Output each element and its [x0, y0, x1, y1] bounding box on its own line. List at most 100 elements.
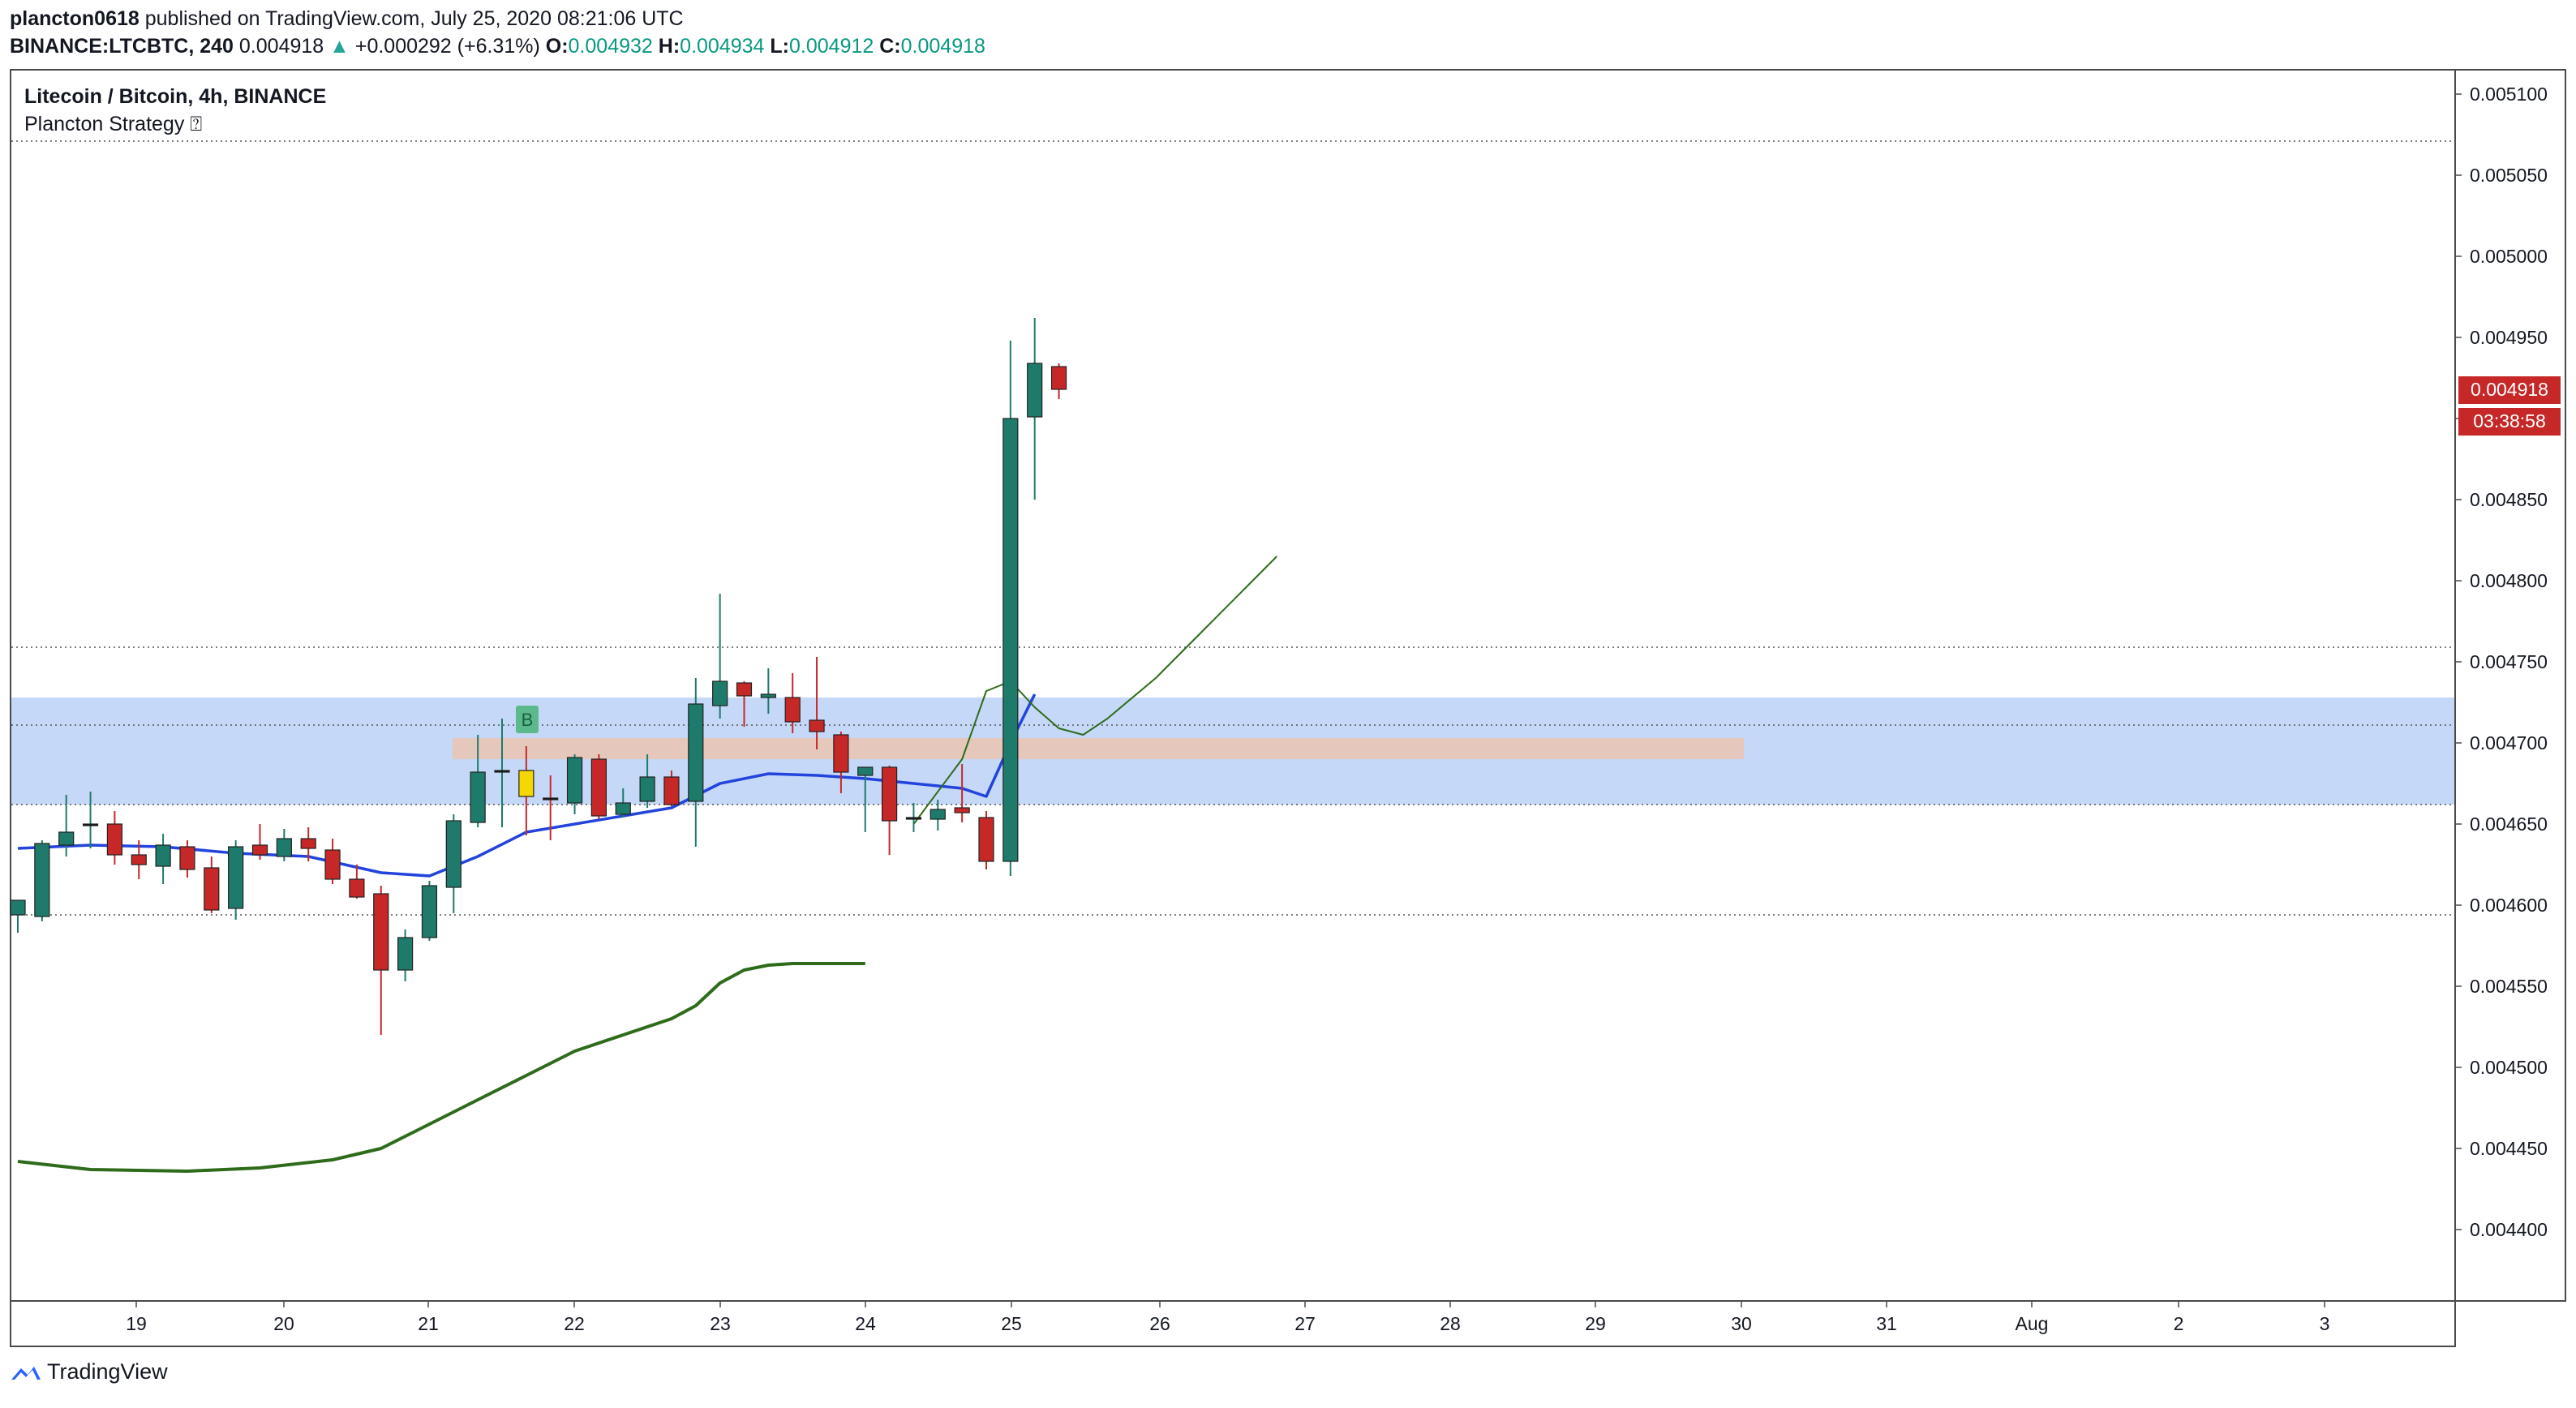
price-axis-ticks: 0.0051000.0050500.0050000.0049500.004900… [2455, 84, 2548, 1240]
x-tick-label: 28 [1440, 1313, 1461, 1334]
candle-body [590, 758, 608, 817]
candle-body [881, 766, 898, 822]
candle-body [228, 846, 244, 909]
y-tick-label: 0.004550 [2470, 976, 2548, 997]
last-price-tag: 0.004918 03:38:58 [2458, 376, 2561, 436]
x-tick-label: 20 [273, 1313, 294, 1334]
candle-body [155, 844, 171, 867]
high-label: H: [658, 35, 680, 58]
low-value: 0.004912 [789, 35, 874, 58]
candle-body [494, 770, 510, 773]
price-change: +0.000292 (+6.31%) [354, 35, 540, 58]
candle-body [712, 680, 728, 706]
buy-signal-label: B [522, 710, 534, 730]
publish-info: published on TradingView.com, July 25, 2… [144, 7, 684, 30]
chart-legend-title: Litecoin / Bitcoin, 4h, BINANCE [24, 85, 326, 108]
candle-body [833, 734, 849, 773]
y-tick-label: 0.004850 [2470, 489, 2548, 510]
candle-body [784, 697, 801, 723]
candle-body [445, 820, 462, 888]
last-price-tag-bg [2458, 376, 2561, 404]
publish-line: plancton0618 published on TradingView.co… [10, 6, 684, 31]
entry-zone [453, 738, 1744, 759]
candle-body [349, 878, 365, 898]
x-tick-label: 22 [564, 1313, 585, 1334]
y-tick-label: 0.004400 [2470, 1219, 2548, 1240]
candle-body [179, 846, 195, 870]
close-value: 0.004918 [900, 35, 985, 58]
candle-body [857, 766, 874, 776]
candle-body [663, 776, 680, 805]
candle-body [954, 807, 970, 813]
low-label: L: [770, 35, 790, 58]
y-tick-label: 0.004450 [2470, 1138, 2548, 1159]
time-axis-ticks: 19 20 21 22 23 24 25 26 27 28 29 30 31 Aug 2 3 [126, 1301, 2329, 1334]
x-tick-label: 3 [2320, 1313, 2330, 1334]
candle-body [251, 844, 268, 856]
candles-layer [10, 318, 1067, 1035]
tradingview-logo-icon [11, 1366, 41, 1380]
candle-body [131, 854, 147, 865]
candle-body [58, 831, 75, 846]
candle-body [688, 703, 704, 802]
candle-body [373, 893, 389, 971]
y-tick-label: 0.004500 [2470, 1057, 2548, 1078]
indicator-legend[interactable]: Plancton Strategy ⍰ [24, 113, 202, 135]
countdown-tag-text: 03:38:58 [2473, 410, 2546, 431]
ohlc-line: BINANCE:LTCBTC, 240 0.004918 ▲ +0.000292… [10, 34, 985, 58]
x-tick-label: 21 [418, 1313, 439, 1334]
candle-body [324, 849, 341, 880]
candle-body [1050, 366, 1067, 390]
candle-body [1027, 363, 1043, 418]
candle-body [397, 937, 414, 971]
candle-body [106, 823, 122, 856]
signal-layer: B [516, 706, 539, 733]
time-axis[interactable] [10, 1300, 2456, 1347]
candle-body [10, 899, 26, 916]
x-tick-label: 24 [855, 1313, 876, 1334]
candle-body [760, 693, 776, 698]
candle-body [809, 719, 825, 732]
x-tick-label: 27 [1294, 1313, 1316, 1334]
candle-body [930, 809, 946, 820]
candle-body [470, 771, 486, 823]
horizontal-lines-layer [11, 140, 2454, 916]
footer: TradingView [10, 1359, 168, 1384]
projection-line [912, 556, 1277, 825]
x-tick-label: 29 [1585, 1313, 1606, 1334]
x-tick-label: 19 [126, 1313, 147, 1334]
slow-ma-line [17, 962, 865, 1173]
candle-body [905, 817, 922, 820]
candle-body [421, 885, 438, 938]
author-name[interactable]: plancton0618 [10, 7, 140, 30]
y-tick-label: 0.005000 [2470, 246, 2548, 267]
candle-body [34, 843, 50, 917]
x-tick-label: 30 [1731, 1313, 1752, 1334]
footer-brand[interactable]: TradingView [47, 1359, 168, 1384]
y-tick-label: 0.005050 [2470, 165, 2548, 186]
candle-body [276, 838, 292, 857]
x-tick-label: 2 [2174, 1313, 2184, 1334]
candle-body [82, 823, 99, 826]
zones-layer [11, 698, 2454, 805]
y-tick-label: 0.004750 [2470, 651, 2548, 672]
y-tick-label: 0.004950 [2470, 327, 2548, 348]
plot-area[interactable] [10, 69, 2456, 1302]
buy-signal-marker[interactable] [516, 706, 539, 733]
price-axis[interactable] [2454, 69, 2566, 1302]
symbol-label: BINANCE:LTCBTC, 240 [10, 35, 234, 58]
y-tick-label: 0.004800 [2470, 570, 2548, 591]
y-tick-label: 0.004600 [2470, 895, 2548, 916]
last-price-tag-text: 0.004918 [2471, 379, 2548, 400]
candle-body [566, 757, 583, 804]
last-price: 0.004918 [238, 35, 324, 58]
candle-body [300, 838, 316, 849]
candle-body [543, 797, 559, 801]
candle-body [1002, 418, 1019, 862]
high-value: 0.004934 [680, 35, 765, 58]
open-value: 0.004932 [568, 35, 653, 58]
candle-body [204, 867, 220, 911]
x-tick-label: Aug [2016, 1313, 2049, 1334]
candle-body [518, 770, 535, 797]
